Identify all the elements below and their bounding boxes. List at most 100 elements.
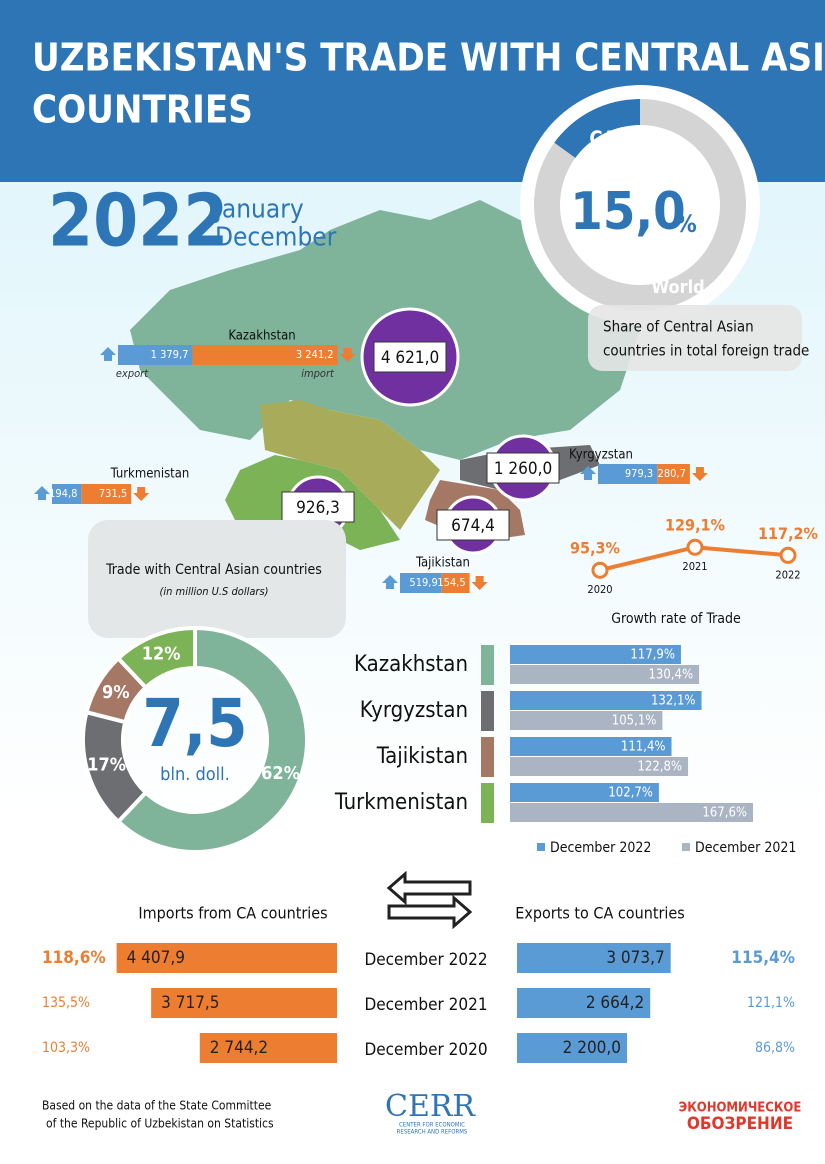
trade-caption: Trade with Central Asian countries — [105, 562, 322, 578]
export-bar — [52, 484, 82, 504]
share-ca: CA — [589, 127, 616, 151]
country-total-box — [436, 509, 510, 541]
imports-bar — [199, 1033, 337, 1063]
imports-value: 4 407,9 — [127, 948, 185, 968]
logo-eo: ОБОЗРЕНИЕ — [687, 1114, 793, 1134]
country-growth-name: Turkmenistan — [334, 790, 468, 815]
country-growth-name: Tajikistan — [376, 744, 468, 769]
growth-value: 95,3% — [570, 539, 620, 558]
growth-value: 117,2% — [758, 524, 818, 543]
bar-2021 — [510, 665, 700, 684]
country-total: 674,4 — [451, 516, 495, 536]
imports-bar — [116, 943, 337, 973]
share-caption-box — [588, 305, 802, 371]
country-color — [481, 645, 494, 685]
export-bar — [598, 464, 658, 484]
period: December 2022 — [364, 950, 487, 970]
bar-2021-label: 105,1% — [612, 714, 657, 729]
exports-bar — [517, 1033, 627, 1063]
imports-value: 2 744,2 — [210, 1038, 268, 1058]
imports-title: Imports from CA countries — [138, 904, 327, 923]
bar-2022-label: 117,9% — [630, 648, 675, 663]
growth-point — [686, 538, 704, 556]
export-arrow — [382, 575, 398, 589]
trade-value: 7,5 — [142, 685, 247, 762]
logo-cerr-sub: CENTER FOR ECONOMIC — [399, 1122, 465, 1129]
import-growth: 118,6% — [42, 948, 106, 968]
exports-title: Exports to CA countries — [515, 904, 685, 923]
growth-year: 2020 — [587, 583, 612, 596]
country-total-box — [373, 341, 447, 373]
imports-bar — [151, 988, 337, 1018]
bar-2021-label: 130,4% — [648, 668, 693, 683]
share-world: World — [651, 277, 704, 298]
export-bar — [400, 573, 442, 593]
legend-label: December 2022 — [550, 840, 651, 856]
export-value: 519,9 — [409, 576, 437, 589]
country-total: 1 260,0 — [494, 459, 552, 479]
trade-slice — [115, 625, 309, 854]
country-color — [481, 783, 494, 823]
bar-2021-label: 167,6% — [702, 806, 747, 821]
import-growth: 135,5% — [42, 995, 90, 1011]
export-arrow — [580, 466, 596, 480]
import-value: 280,7 — [658, 467, 686, 480]
bar-2022 — [510, 691, 702, 710]
growth-point — [591, 561, 609, 579]
exports-value: 3 073,7 — [606, 948, 664, 968]
period: December — [215, 223, 337, 253]
trade-note: (in million U.S dollars) — [160, 585, 269, 598]
import-arrow — [471, 576, 488, 590]
export-value: 1 379,7 — [151, 348, 189, 361]
bar-2021-label: 122,8% — [637, 760, 682, 775]
bar-2022-label: 111,4% — [621, 740, 666, 755]
import-bar — [657, 464, 690, 484]
bar-2022 — [510, 783, 659, 802]
bar-2022-label: 102,7% — [608, 786, 653, 801]
source: of the Republic of Uzbekistan on Statist… — [46, 1117, 274, 1131]
period: January — [213, 195, 304, 225]
period: December 2020 — [364, 1040, 487, 1060]
exports-value: 2 200,0 — [563, 1038, 621, 1058]
growth-year: 2022 — [775, 568, 800, 581]
exchange-arrows — [386, 870, 473, 930]
country-total-box — [281, 491, 355, 523]
bar-2022-label: 132,1% — [651, 694, 696, 709]
legend-label: December 2021 — [695, 840, 796, 856]
year: 2022 — [48, 179, 228, 263]
growth-title: Growth rate of Trade — [611, 611, 741, 627]
country-total: 926,3 — [296, 498, 340, 518]
logo-eo: ЭКОНОМИЧЕСКОЕ — [679, 1101, 802, 1116]
import-value: 154,5 — [437, 576, 465, 589]
exports-bar — [517, 988, 651, 1018]
logo-cerr: CERR — [385, 1089, 476, 1124]
export-bar — [118, 345, 193, 365]
import-growth: 103,3% — [42, 1040, 90, 1056]
trade-slice-label: 17% — [87, 755, 126, 776]
import-arrow — [339, 348, 356, 362]
export-value: 194,8 — [49, 487, 77, 500]
import-bar — [192, 345, 338, 365]
country-total: 4 621,0 — [381, 348, 439, 368]
bar-2022 — [510, 645, 681, 664]
legend-swatch — [682, 843, 690, 851]
country-color — [481, 691, 494, 731]
bar-2021 — [510, 757, 689, 776]
bar-2021 — [510, 711, 663, 730]
exports-value: 2 664,2 — [586, 993, 644, 1013]
export-arrow — [34, 486, 50, 500]
export-growth: 115,4% — [731, 948, 795, 968]
export-growth: 86,8% — [755, 1040, 795, 1056]
share-value: 15,0 — [570, 182, 685, 242]
share-caption: Share of Central Asian — [603, 318, 754, 336]
country-name: Kyrgyzstan — [569, 448, 633, 463]
country-total-box — [486, 452, 560, 484]
title: COUNTRIES — [32, 88, 253, 132]
trade-slice-label: 9% — [102, 682, 130, 703]
bar-2022 — [510, 737, 672, 756]
trade-slice — [115, 625, 197, 691]
logo-cerr-sub: RESEARCH AND REFORMS — [397, 1129, 468, 1136]
legend-swatch — [537, 843, 545, 851]
bar-2021 — [510, 803, 754, 822]
